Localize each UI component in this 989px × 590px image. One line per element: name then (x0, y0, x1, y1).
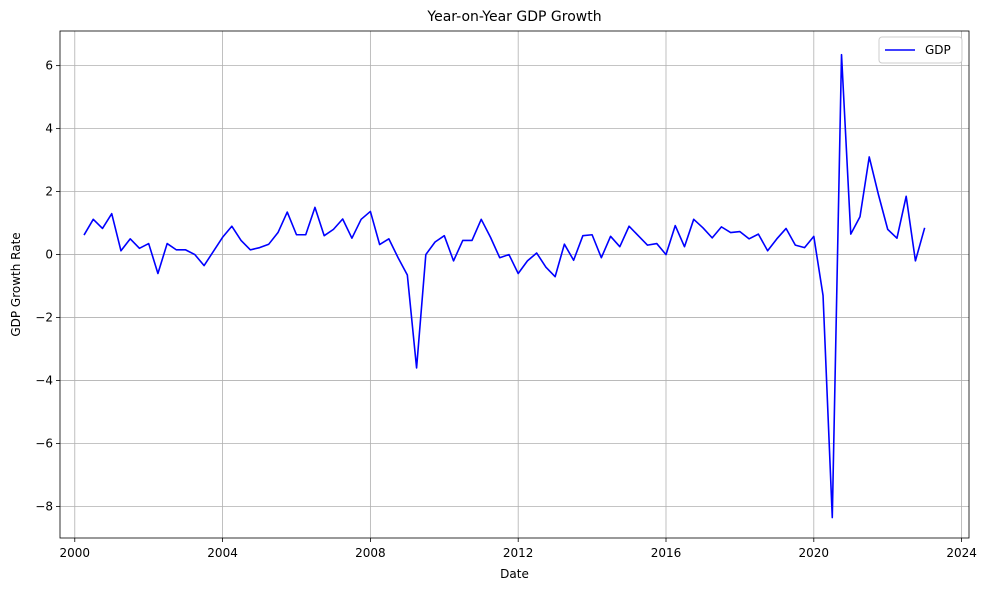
x-tick-label: 2012 (503, 546, 534, 560)
x-tick-label: 2008 (355, 546, 386, 560)
x-tick-label: 2000 (60, 546, 91, 560)
y-tick-label: 0 (45, 248, 53, 262)
y-tick-label: 6 (45, 59, 53, 73)
x-axis-ticks: 2000 2004 2008 2012 2016 2020 2024 (60, 538, 977, 560)
y-tick-label: 2 (45, 185, 53, 199)
series-layer (83, 53, 926, 519)
plot-area-frame (59, 30, 970, 539)
y-tick-label: −8 (35, 500, 53, 514)
x-axis-title: Date (500, 567, 529, 581)
y-tick-label: −4 (35, 374, 53, 388)
y-tick-label: 4 (45, 122, 53, 136)
legend-box (878, 36, 963, 64)
legend-label-gdp: GDP (925, 43, 951, 57)
x-tick-label: 2016 (651, 546, 682, 560)
x-tick-label: 2020 (799, 546, 830, 560)
y-axis-title: GDP Growth Rate (9, 232, 23, 336)
legend: GDP (878, 36, 963, 64)
y-tick-label: −6 (35, 437, 53, 451)
x-tick-label: 2004 (207, 546, 238, 560)
y-axis-ticks: −8 −6 −4 −2 0 2 4 6 (35, 59, 60, 514)
series-line-gdp (83, 53, 926, 519)
chart-title: Year-on-Year GDP Growth (426, 9, 601, 25)
x-tick-label: 2024 (946, 546, 977, 560)
y-tick-label: −2 (35, 311, 53, 325)
